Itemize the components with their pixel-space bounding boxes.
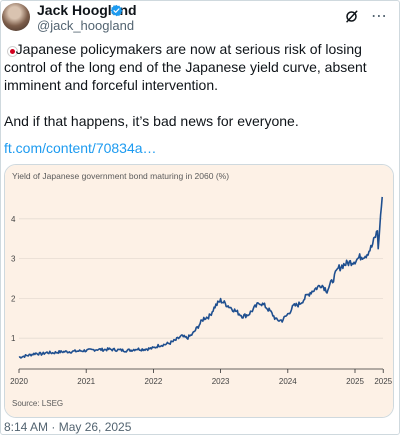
series-line (18, 196, 383, 359)
tweet-text: Japanese policymakers are now at serious… (4, 41, 367, 129)
y-tick-label: 2 (11, 294, 16, 303)
author-handle[interactable]: @jack_hoogland (37, 18, 135, 33)
verified-badge-icon (110, 4, 123, 17)
x-tick-label: 2024 (279, 377, 297, 386)
grok-icon[interactable] (344, 9, 359, 24)
y-tick-label: 1 (11, 334, 16, 343)
y-tick-label: 4 (11, 215, 16, 224)
chart-gridlines (19, 218, 383, 370)
x-tick-label: 2025 (346, 377, 364, 386)
chart-card[interactable]: Yield of Japanese government bond maturi… (4, 164, 394, 418)
avatar[interactable] (2, 3, 30, 31)
chart-title: Yield of Japanese government bond maturi… (12, 171, 229, 181)
x-tick-label: 2021 (77, 377, 95, 386)
x-tick-label: 2025 (374, 377, 392, 386)
y-axis-labels: 1 2 3 4 (11, 215, 16, 343)
x-tick-label: 2020 (10, 377, 28, 386)
yield-chart: Yield of Japanese government bond maturi… (5, 165, 393, 417)
article-link[interactable]: ft.com/content/70834a… (4, 140, 157, 156)
author-name[interactable]: Jack Hoogland (37, 2, 137, 18)
chart-background (5, 165, 393, 417)
chart-source: Source: LSEG (12, 399, 63, 408)
more-icon[interactable]: ⋯ (371, 8, 388, 25)
y-tick-label: 3 (11, 255, 16, 264)
x-tick-label: 2023 (212, 377, 230, 386)
japan-flag-icon (7, 46, 18, 57)
timestamp: 8:14 AM · May 26, 2025 (4, 420, 132, 434)
x-tick-label: 2022 (145, 377, 163, 386)
x-axis-labels: 2020 2021 2022 2023 2024 2025 2025 (10, 369, 393, 386)
